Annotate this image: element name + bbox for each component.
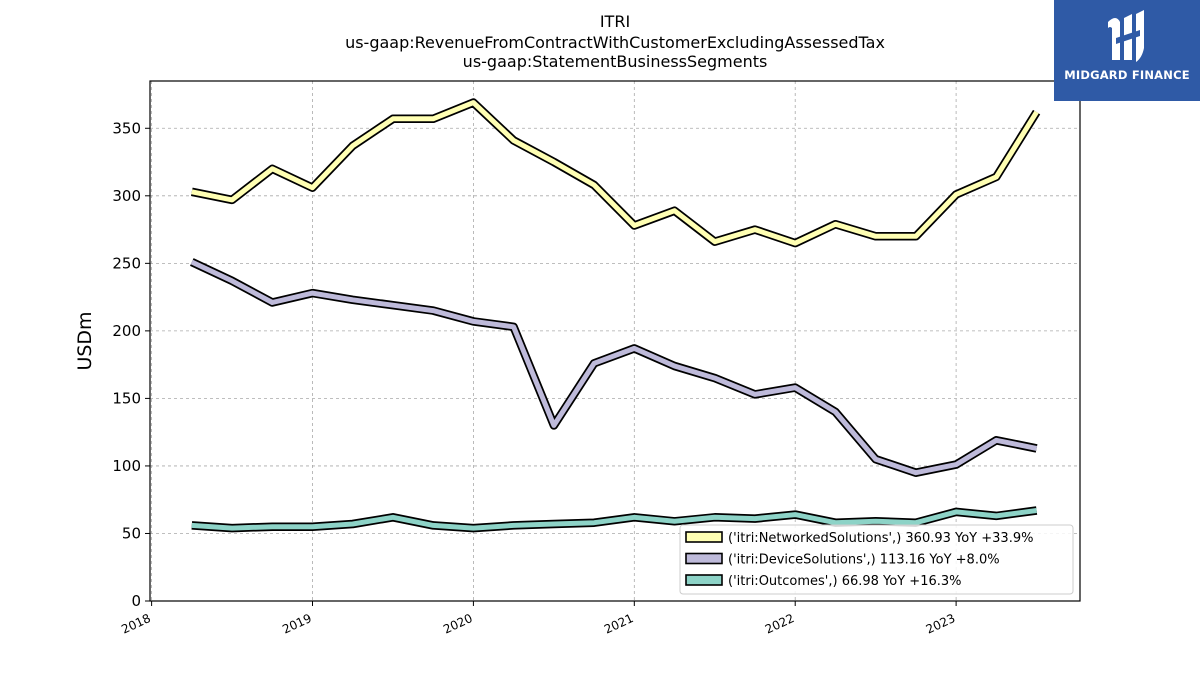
legend-item: ('itri:DeviceSolutions',) 113.16 YoY +8.… xyxy=(685,552,1000,568)
legend-box xyxy=(679,524,1074,595)
x-tick-label: 2022 xyxy=(763,611,797,637)
series-line xyxy=(191,100,1039,246)
y-tick-label: 250 xyxy=(112,254,141,272)
legend-swatch xyxy=(685,574,723,586)
series-line xyxy=(190,259,1038,476)
chart-title: ITRI us-gaap:RevenueFromContractWithCust… xyxy=(345,12,885,71)
x-tick-label: 2019 xyxy=(280,611,314,637)
series-0 xyxy=(190,98,1041,248)
legend-item: ('itri:NetworkedSolutions',) 360.93 YoY … xyxy=(685,531,1033,546)
series-line-outline xyxy=(190,98,1041,248)
chart-subtitle-line: us-gaap:RevenueFromContractWithCustomerE… xyxy=(345,33,885,52)
series-line xyxy=(191,508,1037,531)
y-tick-label: 350 xyxy=(112,119,141,137)
brand-name: MIDGARD FINANCE xyxy=(1064,68,1190,82)
brand-logo: MIDGARD FINANCE xyxy=(1054,0,1200,101)
y-tick-label: 100 xyxy=(112,457,141,475)
x-tick-label: 2020 xyxy=(441,611,475,637)
legend: ('itri:NetworkedSolutions',) 360.93 YoY … xyxy=(679,524,1074,595)
series-2 xyxy=(191,506,1038,533)
y-axis: 0 50 100 150 200 250 300 350 xyxy=(112,119,150,610)
legend-label: ('itri:NetworkedSolutions',) 360.93 YoY … xyxy=(728,531,1033,546)
legend-label: ('itri:Outcomes',) 66.98 YoY +16.3% xyxy=(728,574,962,589)
legend-swatch xyxy=(685,552,723,565)
legend-label: ('itri:DeviceSolutions',) 113.16 YoY +8.… xyxy=(728,553,1000,568)
plot-frame xyxy=(149,80,1081,602)
y-tick-label: 0 xyxy=(131,592,141,610)
x-tick-label: 2021 xyxy=(602,611,636,637)
chart-subtitle-line: us-gaap:StatementBusinessSegments xyxy=(463,52,768,71)
x-tick-label: 2018 xyxy=(119,611,153,637)
y-tick-label: 50 xyxy=(122,524,141,542)
brand-mark-icon xyxy=(1108,10,1144,62)
legend-item: ('itri:Outcomes',) 66.98 YoY +16.3% xyxy=(685,574,962,589)
legend-swatch xyxy=(685,531,723,543)
y-tick-label: 200 xyxy=(112,322,141,340)
y-tick-label: 300 xyxy=(112,187,141,205)
series-layer xyxy=(189,98,1041,533)
y-axis-label: USDm xyxy=(74,311,96,370)
x-axis: 2018 2019 2020 2021 2022 2023 xyxy=(119,601,957,637)
y-tick-label: 150 xyxy=(112,389,141,407)
series-1 xyxy=(189,258,1038,477)
x-tick-label: 2023 xyxy=(924,611,958,637)
chart-title-line: ITRI xyxy=(600,12,630,31)
